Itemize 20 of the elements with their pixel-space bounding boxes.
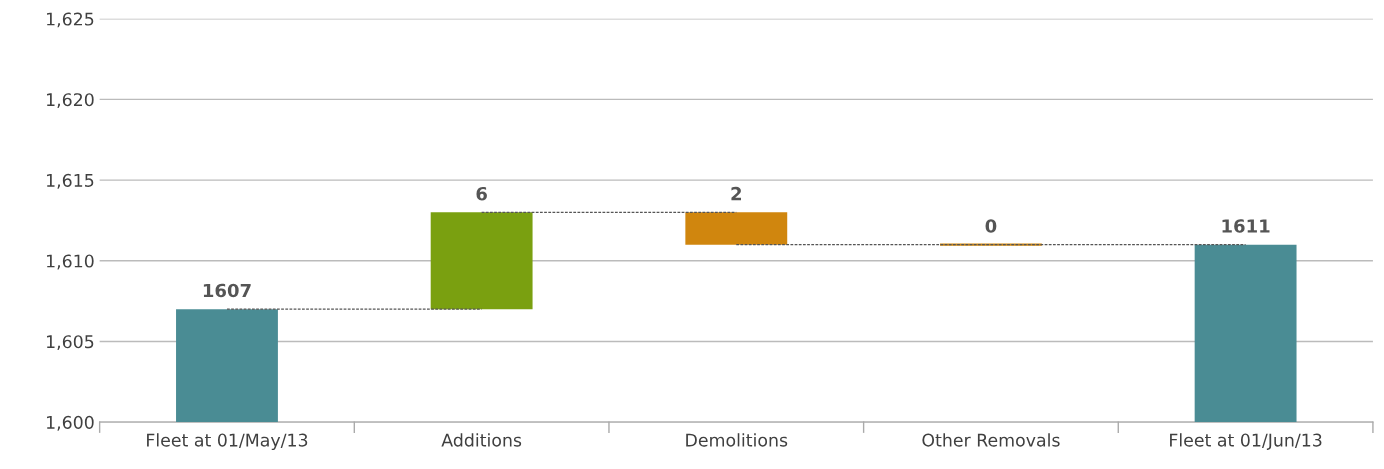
bar: [430, 212, 533, 310]
y-tick-label: 1,605: [46, 335, 94, 351]
data-label: 0: [985, 219, 997, 233]
y-tick-label: 1,620: [46, 93, 94, 109]
y-tick-label: 1,600: [46, 415, 94, 431]
x-tick-label: Other Removals: [922, 433, 1060, 447]
data-label: 6: [476, 186, 487, 201]
x-tick-label: Demolitions: [686, 433, 788, 447]
y-tick-label: 1,615: [46, 173, 94, 189]
x-tick-label: Fleet at 01/Jun/13: [1170, 433, 1322, 450]
bar: [176, 309, 278, 423]
data-label: 1607: [203, 283, 251, 298]
data-label: 1611: [1222, 219, 1270, 233]
bar: [685, 212, 788, 245]
data-label: 2: [731, 186, 741, 201]
y-tick-label: 1,610: [46, 254, 94, 270]
y-tick-label: 1,625: [46, 12, 94, 28]
x-tick-label: Fleet at 01/May/13: [147, 433, 308, 451]
bar: [1194, 244, 1297, 423]
x-tick-label: Additions: [441, 433, 522, 447]
